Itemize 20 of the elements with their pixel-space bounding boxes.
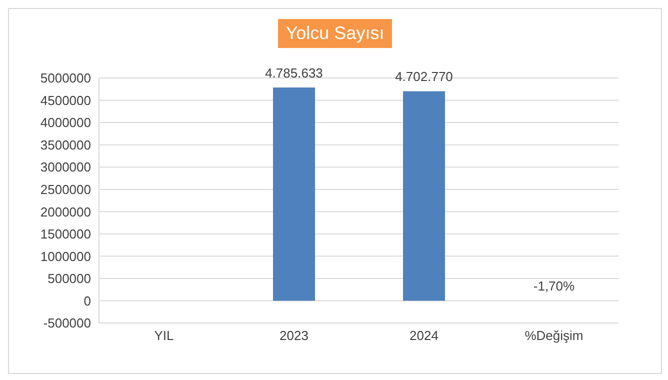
y-tick-label: 1500000 [40,226,91,242]
data-label: -1,70% [533,278,576,294]
data-label: 4.785.633 [265,66,323,81]
y-tick-label: 2500000 [40,182,91,197]
y-tick-label: 2000000 [40,204,91,220]
y-tick-label: 0 [84,293,91,308]
data-label: 4.702.770 [395,69,453,84]
y-tick-label: 1000000 [40,248,91,264]
y-tick-label: 3000000 [40,160,91,175]
x-tick-label: %Değişim [524,328,584,344]
x-tick-label: YIL [154,328,174,344]
chart-title: Yolcu Sayısı [278,19,392,48]
y-tick-label: 3500000 [40,137,91,152]
x-tick-label: 2024 [410,328,438,344]
y-tick-label: 4500000 [40,92,91,108]
y-tick-label: -500000 [43,316,91,331]
y-tick-label: 4000000 [40,115,91,130]
x-tick-label: 2023 [280,328,308,344]
y-tick-label: 500000 [48,271,91,286]
y-tick-label: 5000000 [40,70,91,86]
